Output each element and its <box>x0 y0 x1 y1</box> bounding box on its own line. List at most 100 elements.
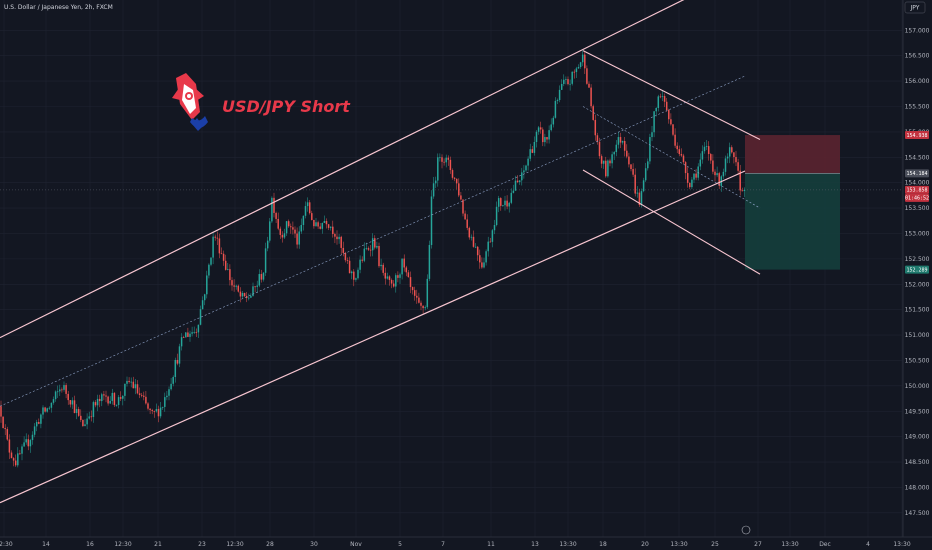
candle-body <box>682 155 685 163</box>
price-tick-label: 150.000 <box>905 383 930 390</box>
candle-body <box>661 96 664 97</box>
candle-body <box>321 222 324 229</box>
candle-body <box>4 428 6 430</box>
candle-body <box>271 197 273 222</box>
candle-body <box>411 287 414 291</box>
candle-body <box>630 164 632 169</box>
position-zones <box>0 135 903 270</box>
candle-body <box>384 272 387 279</box>
candle-body <box>489 241 492 243</box>
candle-body <box>218 238 221 254</box>
time-tick-label: 13:30 <box>559 541 576 548</box>
currency-button[interactable]: JPY <box>904 1 926 14</box>
price-tick-label: 153.500 <box>905 205 930 212</box>
candle-body <box>420 302 422 306</box>
candle-body <box>638 192 641 206</box>
candle-body <box>437 157 439 181</box>
candle-body <box>680 154 683 156</box>
candle-body <box>350 271 353 274</box>
candle-body <box>94 402 97 406</box>
candle-body <box>416 295 418 298</box>
candle-body <box>588 83 590 88</box>
candle-body <box>61 389 63 391</box>
candle-body <box>319 226 321 229</box>
candle-body <box>46 408 48 412</box>
candle-body <box>294 229 296 234</box>
candle-body <box>157 408 160 417</box>
candle-body <box>546 137 548 140</box>
candle-body <box>300 224 303 232</box>
candle-body <box>605 160 607 177</box>
candle-body <box>161 406 164 408</box>
candle-body <box>44 407 46 412</box>
candle-body <box>134 384 137 389</box>
candle-body <box>292 227 294 230</box>
candle-body <box>613 152 615 155</box>
candle-body <box>33 426 36 435</box>
candle-body <box>115 404 118 406</box>
countdown-icon[interactable] <box>741 525 751 535</box>
candle-body <box>521 172 523 181</box>
candle-body <box>497 198 500 207</box>
candle-body <box>523 170 525 173</box>
ascending-channel-lower <box>0 170 746 504</box>
candle-body <box>640 191 643 206</box>
price-tick-label: 152.500 <box>905 256 930 263</box>
candle-body <box>644 168 647 181</box>
candle-body <box>220 253 223 255</box>
candle-body <box>479 255 481 263</box>
candle-body <box>126 380 128 384</box>
candle-body <box>722 171 725 177</box>
candle-body <box>231 280 233 286</box>
candle-body <box>647 161 649 169</box>
candle-body <box>250 295 252 298</box>
candle-body <box>430 196 433 245</box>
candle-body <box>422 305 424 309</box>
candle-body <box>264 248 267 273</box>
time-tick-label: 13:30 <box>781 541 798 548</box>
candle-body <box>573 71 576 73</box>
candle-body <box>206 275 208 295</box>
candle-body <box>602 160 605 164</box>
candle-body <box>491 230 494 242</box>
candle-body <box>525 165 527 171</box>
candle-body <box>31 434 34 441</box>
candle-body <box>107 396 109 404</box>
candle-body <box>86 418 88 425</box>
candle-body <box>199 309 202 325</box>
candle-body <box>733 152 735 158</box>
candle-body <box>653 111 655 133</box>
candle-body <box>472 236 475 247</box>
candle-body <box>567 79 569 85</box>
candle-body <box>689 182 691 188</box>
candle-body <box>365 248 368 249</box>
countdown-tag: 01:46:52 <box>905 196 929 202</box>
price-tick-label: 150.500 <box>905 357 930 364</box>
candle-body <box>399 274 401 278</box>
candle-body <box>634 174 636 194</box>
candle-body <box>241 293 244 297</box>
candle-body <box>117 397 120 405</box>
candle-body <box>552 117 555 125</box>
candle-body <box>38 422 40 424</box>
candle-body <box>619 137 622 143</box>
candle-body <box>23 442 25 447</box>
candle-body <box>428 244 431 279</box>
candle-body <box>743 189 746 192</box>
price-tick-label: 153.000 <box>905 230 930 237</box>
time-tick-label: 4 <box>866 541 870 548</box>
candle-body <box>510 192 513 203</box>
candle-body <box>617 137 620 145</box>
candle-body <box>227 269 229 270</box>
candle-body <box>201 300 204 310</box>
candle-body <box>556 100 559 101</box>
candle-body <box>447 157 450 160</box>
candle-body <box>535 131 538 142</box>
time-tick-label: 28 <box>266 541 274 548</box>
candle-body <box>336 236 338 240</box>
candle-body <box>544 137 546 143</box>
candle-body <box>512 190 515 193</box>
candle-body <box>413 290 416 296</box>
candle-body <box>382 264 384 273</box>
